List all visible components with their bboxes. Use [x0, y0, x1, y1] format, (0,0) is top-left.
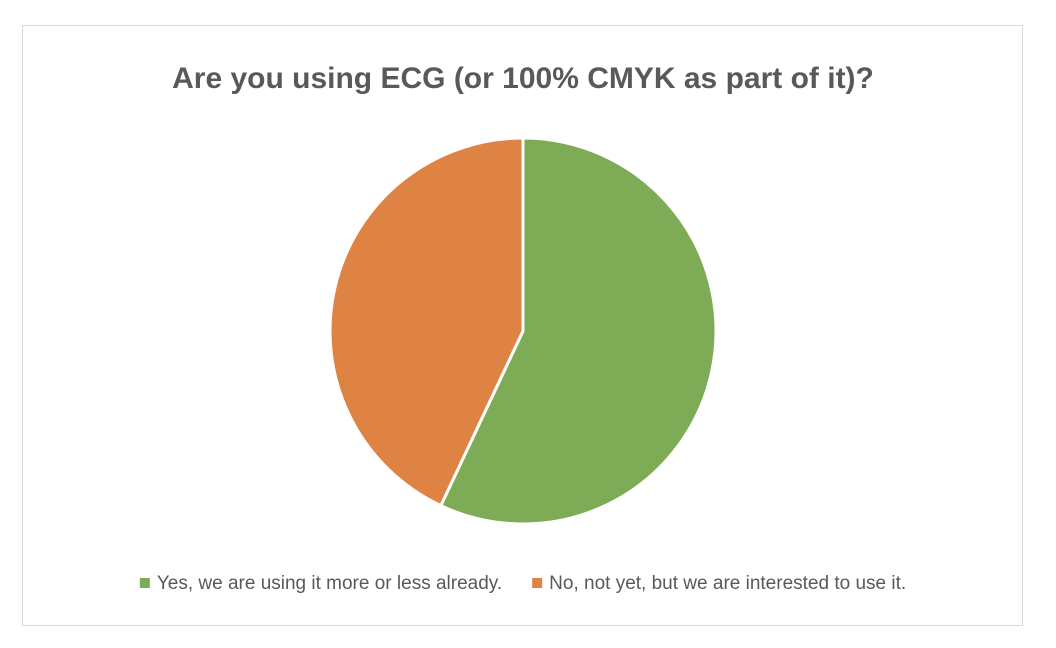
pie-slice: [438, 136, 718, 526]
pie-slice: [328, 136, 525, 508]
legend-marker: [532, 578, 543, 588]
legend-marker: [139, 578, 150, 588]
chart-title: Are you using ECG (or 100% CMYK as part …: [172, 62, 874, 95]
legend-label: No, not yet, but we are interested to us…: [549, 573, 906, 594]
legend-label: Yes, we are using it more or less alread…: [157, 573, 502, 594]
